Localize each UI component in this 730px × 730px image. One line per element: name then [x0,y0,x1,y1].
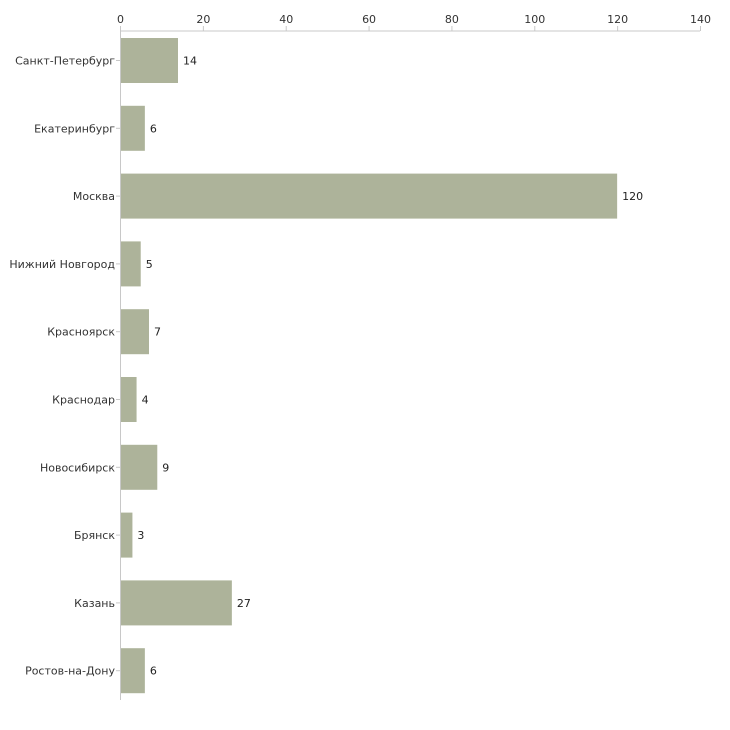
category-label: Новосибирск [40,461,115,474]
data-label: 3 [137,529,144,542]
category-label: Екатеринбург [34,122,115,135]
bar [121,648,145,694]
bar [121,580,232,626]
data-label: 120 [622,190,643,203]
x-tick-label: 80 [445,13,459,26]
bar [121,241,141,287]
bar [121,377,137,422]
x-tick-label: 100 [524,13,545,26]
data-label: 9 [162,461,169,474]
y-axis: Санкт-Петербург Екатеринбург Москва Нижний … [9,31,121,700]
bar [121,105,145,151]
data-label: 6 [150,122,157,135]
bar [121,173,618,219]
x-tick-label: 0 [117,13,124,26]
category-label: Нижний Новгород [9,258,115,271]
bar [121,512,133,558]
category-label: Санкт-Петербург [15,55,115,68]
data-label: 27 [237,597,251,610]
category-label: Москва [73,190,115,203]
data-label: 4 [142,394,149,407]
bars: 14 6 120 5 7 4 9 3 27 6 [121,38,643,694]
data-label: 14 [183,55,197,68]
bar [121,38,178,83]
category-label: Красноярск [47,326,115,339]
category-label: Брянск [74,529,115,542]
x-tick-label: 20 [196,13,210,26]
data-label: 5 [146,258,153,271]
bar [121,309,149,355]
bar [121,444,158,490]
category-label: Ростов-на-Дону [25,665,115,678]
category-label: Казань [74,597,115,610]
x-tick-label: 120 [607,13,628,26]
data-label: 7 [154,326,161,339]
x-tick-label: 140 [690,13,711,26]
data-label: 6 [150,665,157,678]
x-axis: 0 20 40 60 80 100 120 140 [117,13,711,32]
x-tick-label: 60 [362,13,376,26]
category-label: Краснодар [52,394,115,407]
x-tick-label: 40 [279,13,293,26]
